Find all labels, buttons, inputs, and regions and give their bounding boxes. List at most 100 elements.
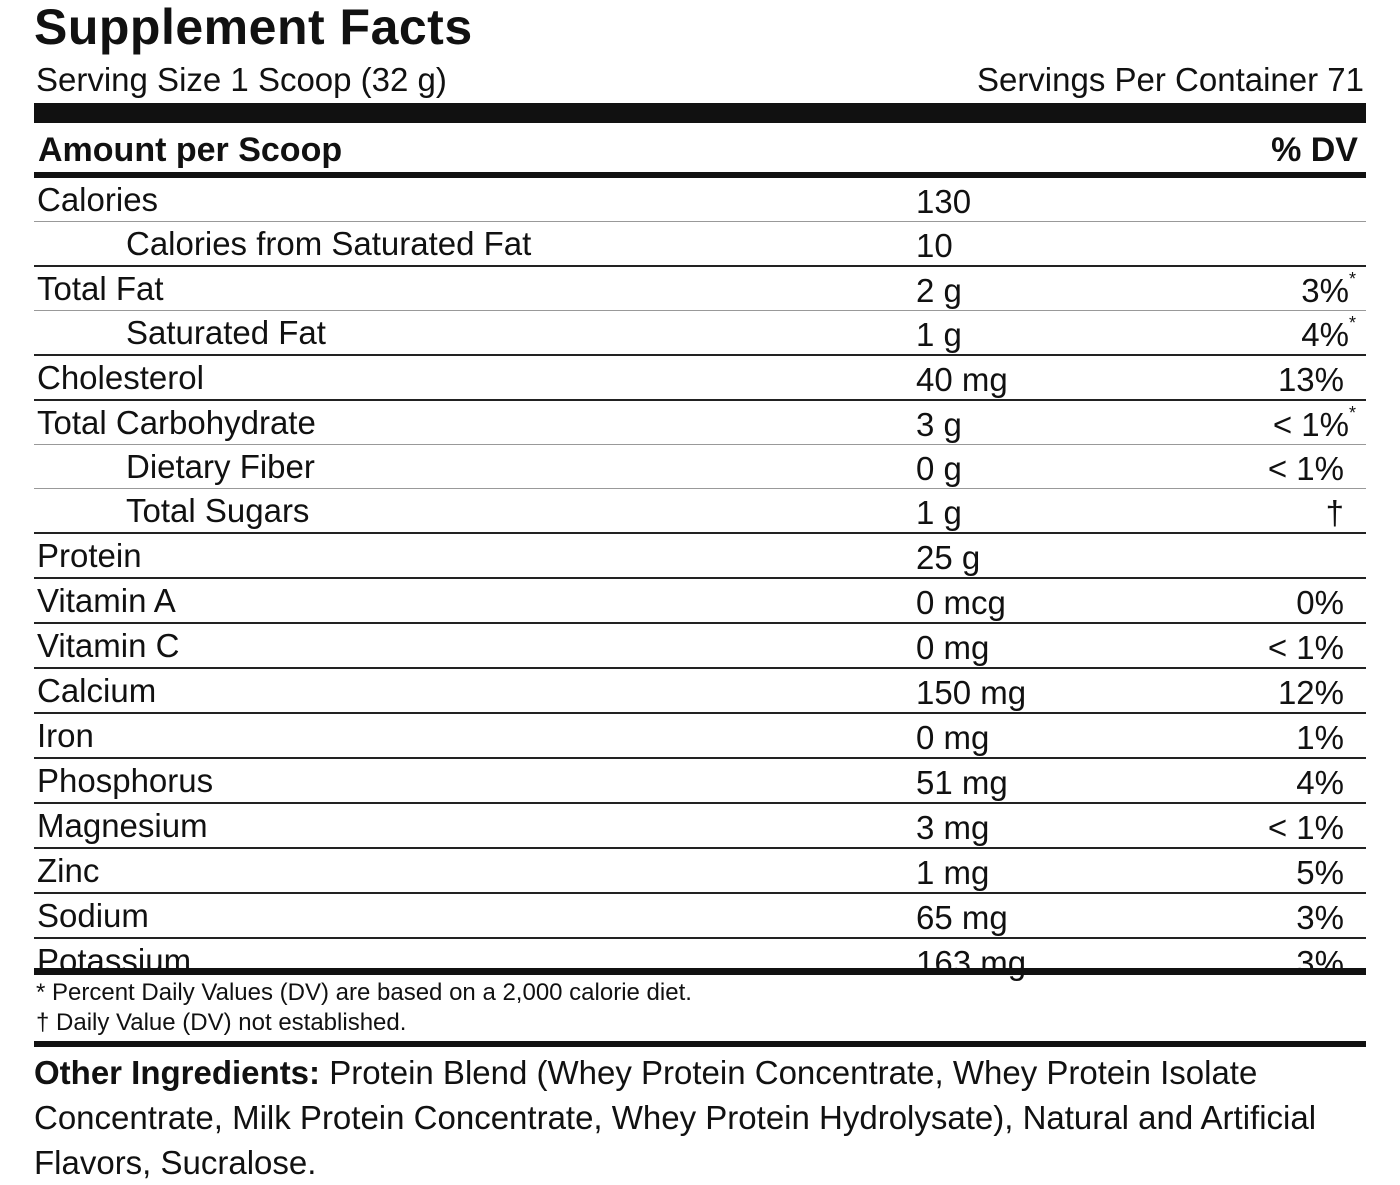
nutrient-name: Iron — [37, 717, 94, 754]
table-row: Calcium 150 mg 12% — [34, 669, 1366, 714]
dv-value: 3% — [1296, 899, 1344, 936]
nutrient-amount: 3 mg — [916, 809, 990, 846]
nutrient-name: Calories — [37, 181, 159, 218]
panel-title: Supplement Facts — [34, 0, 473, 55]
nutrient-name: Total Fat — [37, 270, 164, 307]
nutrient-amount: 0 mg — [916, 719, 990, 756]
amount-per-scoop-label: Amount per Scoop — [38, 131, 343, 169]
nutrient-name: Calories from Saturated Fat — [126, 225, 532, 262]
nutrient-amount: 10 — [916, 227, 953, 264]
table-row: Protein 25 g — [34, 534, 1366, 579]
nutrient-amount: 65 mg — [916, 899, 1008, 936]
footnote-not-established: † Daily Value (DV) not established. — [36, 1009, 407, 1036]
other-ingredients: Other Ingredients: Protein Blend (Whey P… — [34, 1050, 1366, 1185]
dv-value: < 1% — [1267, 809, 1344, 846]
nutrient-name: Cholesterol — [37, 359, 204, 396]
nutrient-dv: < 1% — [1268, 626, 1344, 669]
table-row: Iron 0 mg 1% — [34, 714, 1366, 759]
table-row: Calories 130 — [34, 178, 1366, 222]
nutrient-dv: < 1% — [1268, 447, 1344, 490]
nutrient-amount: 0 mg — [916, 629, 990, 666]
nutrient-name: Potassium — [37, 942, 192, 979]
ingredients-text: Protein Blend (Whey Protein Concentrate,… — [34, 1054, 1317, 1181]
nutrient-dv: 1% — [1296, 716, 1344, 759]
serving-size: Serving Size 1 Scoop (32 g) — [36, 61, 447, 98]
dv-value: 1% — [1296, 719, 1344, 756]
nutrient-dv: 4% — [1296, 761, 1344, 804]
nutrient-name: Saturated Fat — [126, 314, 326, 351]
nutrient-dv: < 1%* — [1273, 403, 1356, 446]
nutrient-name: Vitamin C — [37, 627, 180, 664]
servings-per-container: Servings Per Container 71 — [976, 61, 1364, 98]
table-row: Total Fat 2 g 3%* — [34, 267, 1366, 311]
nutrient-amount: 2 g — [916, 272, 962, 309]
nutrient-name: Total Carbohydrate — [37, 404, 316, 441]
dv-value: < 1% — [1267, 450, 1344, 487]
nutrient-amount: 25 g — [916, 539, 981, 576]
table-row: Total Carbohydrate 3 g < 1%* — [34, 401, 1366, 445]
nutrient-amount: 150 mg — [916, 674, 1027, 711]
footnotes: * Percent Daily Values (DV) are based on… — [34, 978, 1366, 1038]
top-thick-divider — [34, 103, 1366, 123]
nutrient-amount: 51 mg — [916, 764, 1008, 801]
table-row: Cholesterol 40 mg 13% — [34, 356, 1366, 401]
nutrient-name: Magnesium — [37, 807, 208, 844]
nutrient-amount: 130 — [916, 183, 972, 220]
dv-value: † — [1325, 494, 1344, 531]
nutrient-amount: 1 g — [916, 494, 962, 531]
nutrient-name: Zinc — [37, 852, 100, 889]
dv-note-marker: * — [1348, 269, 1356, 289]
nutrient-name: Calcium — [37, 672, 157, 709]
table-row: Saturated Fat 1 g 4%* — [34, 311, 1366, 356]
nutrient-name: Protein — [37, 537, 142, 574]
dv-value: 4% — [1301, 316, 1349, 353]
nutrient-name: Phosphorus — [37, 762, 214, 799]
bottom-divider — [34, 968, 1366, 975]
dv-value: < 1% — [1272, 406, 1349, 443]
table-row: Vitamin C 0 mg < 1% — [34, 624, 1366, 669]
dv-value: 5% — [1296, 854, 1344, 891]
nutrient-dv: † — [1326, 491, 1344, 534]
table-row: Zinc 1 mg 5% — [34, 849, 1366, 894]
nutrient-amount: 1 g — [916, 316, 962, 353]
table-row: Phosphorus 51 mg 4% — [34, 759, 1366, 804]
nutrient-name: Dietary Fiber — [126, 448, 315, 485]
nutrient-amount: 0 g — [916, 450, 962, 487]
nutrient-dv: 4%* — [1301, 313, 1356, 356]
nutrient-name: Vitamin A — [37, 582, 176, 619]
table-row: Potassium 163 mg 3% — [34, 939, 1366, 982]
nutrient-dv: 13% — [1278, 358, 1344, 401]
nutrient-dv: 0% — [1296, 581, 1344, 624]
ingredients-divider — [34, 1041, 1366, 1047]
dv-value: 3% — [1301, 272, 1349, 309]
table-row: Dietary Fiber 0 g < 1% — [34, 445, 1366, 489]
dv-value: 12% — [1277, 674, 1344, 711]
nutrient-amount: 1 mg — [916, 854, 990, 891]
dv-header-label: % DV — [1271, 131, 1358, 169]
header-divider — [34, 172, 1366, 178]
table-row: Calories from Saturated Fat 10 — [34, 222, 1366, 267]
dv-value: 13% — [1277, 361, 1344, 398]
dv-note-marker: * — [1348, 403, 1356, 423]
dv-value: 0% — [1296, 584, 1344, 621]
nutrient-dv: 12% — [1278, 671, 1344, 714]
nutrient-amount: 0 mcg — [916, 584, 1006, 621]
dv-value: 3% — [1296, 944, 1344, 981]
dv-value: < 1% — [1267, 629, 1344, 666]
dv-value: 4% — [1296, 764, 1344, 801]
nutrient-dv: < 1% — [1268, 806, 1344, 849]
nutrient-name: Sodium — [37, 897, 149, 934]
ingredients-label: Other Ingredients: — [34, 1054, 321, 1091]
nutrient-name: Total Sugars — [126, 492, 310, 529]
nutrient-amount: 40 mg — [916, 361, 1008, 398]
table-row: Vitamin A 0 mcg 0% — [34, 579, 1366, 624]
nutrient-dv: 3% — [1296, 896, 1344, 939]
table-row: Magnesium 3 mg < 1% — [34, 804, 1366, 849]
nutrient-dv: 5% — [1296, 851, 1344, 894]
table-row: Total Sugars 1 g † — [34, 489, 1366, 534]
nutrient-dv: 3%* — [1301, 269, 1356, 312]
dv-note-marker: * — [1348, 313, 1356, 333]
table-row: Sodium 65 mg 3% — [34, 894, 1366, 939]
nutrient-table: Calories 130 Calories from Saturated Fat 10… — [34, 178, 1366, 982]
nutrient-amount: 3 g — [916, 406, 962, 443]
